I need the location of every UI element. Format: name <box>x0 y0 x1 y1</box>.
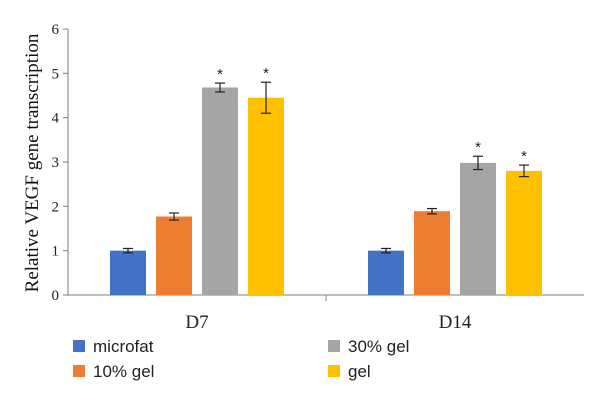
bar <box>202 87 238 296</box>
bar <box>110 250 146 295</box>
y-tick-label: 4 <box>52 111 60 127</box>
significance-marker: * <box>263 65 269 82</box>
significance-marker: * <box>475 139 481 156</box>
plot-area: 0 1 2 3 4 5 6 * * D7 * * D14 <box>52 22 584 333</box>
y-axis-label: Relative VEGF gene transcription <box>22 33 43 292</box>
significance-marker: * <box>521 148 527 165</box>
legend-label: 10% gel <box>93 362 154 381</box>
y-tick-label: 2 <box>52 199 60 215</box>
y-tick-label: 6 <box>52 22 60 38</box>
bar <box>156 216 192 295</box>
bar <box>248 97 284 295</box>
legend-swatch <box>73 365 85 377</box>
legend-label: gel <box>348 362 371 381</box>
legend-swatch <box>328 365 340 377</box>
legend-swatch <box>328 340 340 352</box>
bar <box>414 211 450 295</box>
legend-swatch <box>73 340 85 352</box>
x-category-label: D7 <box>185 312 208 333</box>
y-tick-label: 0 <box>52 288 60 304</box>
legend: microfat 10% gel 30% gel gel <box>73 337 409 381</box>
legend-label: 30% gel <box>348 337 409 356</box>
bar <box>460 162 496 295</box>
y-tick-label: 5 <box>52 66 60 82</box>
x-category-label: D14 <box>439 312 472 333</box>
legend-label: microfat <box>93 337 154 356</box>
bar <box>506 170 542 295</box>
y-tick-label: 1 <box>52 244 60 260</box>
bar <box>368 250 404 295</box>
y-tick-label: 3 <box>52 155 60 171</box>
significance-marker: * <box>217 66 223 83</box>
